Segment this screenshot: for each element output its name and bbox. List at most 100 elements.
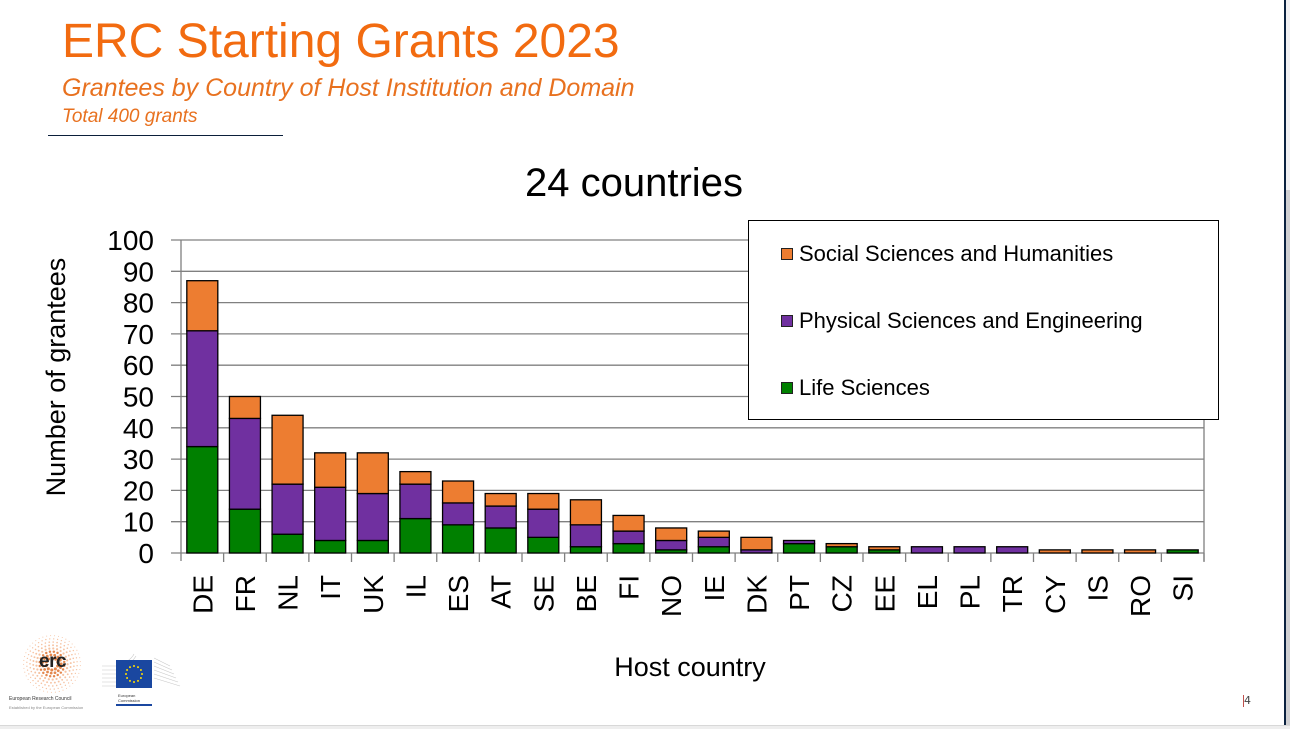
erc-dot xyxy=(71,643,73,645)
x-tick-label: FI xyxy=(614,575,645,600)
bar-segment-physical-sciences-and-engineering-fr xyxy=(228,417,262,510)
erc-dot xyxy=(36,674,39,677)
erc-dot xyxy=(50,681,52,684)
erc-dot xyxy=(59,646,62,649)
erc-dot xyxy=(68,669,71,672)
erc-dot xyxy=(41,664,45,668)
bar-segment-physical-sciences-and-engineering-be xyxy=(569,524,603,548)
bar-segment-life-sciences-at xyxy=(484,527,517,554)
erc-dot xyxy=(35,652,38,655)
bar-segment-social-sciences-and-humanities-cy xyxy=(1038,549,1071,554)
erc-dot xyxy=(46,691,48,693)
erc-dot xyxy=(43,657,46,661)
scrollbar-thumb[interactable] xyxy=(1286,190,1290,725)
erc-dot xyxy=(71,653,73,656)
legend-label-physical: Physical Sciences and Engineering xyxy=(799,308,1143,333)
erc-dot xyxy=(53,638,55,640)
x-tick-label: CY xyxy=(1040,575,1071,614)
bar-segment-physical-sciences-and-engineering-es xyxy=(441,502,475,526)
erc-dot xyxy=(79,668,81,671)
legend-swatch-life xyxy=(781,382,793,394)
erc-dot xyxy=(50,656,54,660)
erc-dot xyxy=(29,666,32,669)
erc-dot xyxy=(34,648,37,651)
erc-dot xyxy=(34,677,37,680)
erc-dot xyxy=(29,682,32,684)
erc-dot xyxy=(65,651,68,654)
bar-segment-physical-sciences-and-engineering-fi xyxy=(612,530,645,545)
erc-dot xyxy=(23,663,25,665)
erc-dot xyxy=(40,643,43,646)
erc-dot xyxy=(56,673,59,677)
erc-dot xyxy=(72,657,75,660)
erc-dot xyxy=(66,659,69,662)
erc-dot xyxy=(69,650,71,653)
erc-dot xyxy=(61,686,63,688)
x-tick-label: TR xyxy=(997,575,1028,612)
window-bottom-border xyxy=(0,725,1290,729)
erc-dot xyxy=(64,655,67,658)
y-tick-label: 70 xyxy=(123,319,154,350)
x-tick-label: PL xyxy=(955,575,986,609)
page-number-divider xyxy=(1243,695,1244,707)
erc-dot xyxy=(67,643,69,646)
bar-segment-social-sciences-and-humanities-dk xyxy=(740,536,773,551)
erc-dot xyxy=(37,680,39,682)
erc-dot xyxy=(61,637,63,639)
erc-dot xyxy=(60,639,63,642)
y-axis-label: Number of grantees xyxy=(41,258,71,497)
erc-dot xyxy=(56,651,59,655)
bar-segment-social-sciences-and-humanities-no xyxy=(655,527,688,542)
legend-item-physical: Physical Sciences and Engineering xyxy=(781,308,1143,333)
x-tick-label: BE xyxy=(571,575,602,612)
eu-star xyxy=(129,679,131,682)
erc-dot xyxy=(72,669,74,671)
eu-star xyxy=(141,673,143,675)
bar-segment-social-sciences-and-humanities-cz xyxy=(825,542,858,548)
erc-dot xyxy=(32,674,34,676)
erc-dot xyxy=(38,684,40,687)
erc-dot xyxy=(62,689,64,691)
y-tick-label: 0 xyxy=(138,538,154,569)
erc-dot xyxy=(55,644,58,647)
erc-dot xyxy=(42,671,45,675)
erc-dot xyxy=(38,653,41,656)
erc-dot xyxy=(48,675,52,678)
erc-dot xyxy=(56,660,60,664)
erc-dot xyxy=(59,662,63,666)
erc-dot xyxy=(26,665,28,667)
erc-dot xyxy=(70,646,72,649)
erc-dot xyxy=(66,679,68,681)
erc-dot xyxy=(27,648,29,650)
erc-dot xyxy=(50,635,52,637)
erc-dot xyxy=(63,644,66,647)
erc-dot xyxy=(29,650,32,652)
erc-dot xyxy=(41,660,45,664)
erc-dot xyxy=(29,659,32,661)
chart-title: 24 countries xyxy=(525,161,743,205)
erc-dot xyxy=(72,676,75,678)
bar-segment-social-sciences-and-humanities-se xyxy=(527,492,560,510)
erc-dot xyxy=(45,687,48,690)
erc-dot xyxy=(27,678,29,680)
erc-dot xyxy=(66,663,69,666)
x-tick-label: IL xyxy=(400,575,431,598)
erc-dot xyxy=(49,653,53,657)
bar-segment-social-sciences-and-humanities-uk xyxy=(356,452,389,495)
erc-dot xyxy=(38,660,41,664)
bar-segment-life-sciences-fr xyxy=(228,508,262,554)
erc-dot xyxy=(47,678,50,681)
erc-dot xyxy=(51,685,54,687)
y-tick-label: 20 xyxy=(123,475,154,506)
bar-segment-physical-sciences-and-engineering-se xyxy=(527,508,560,538)
bar-segment-social-sciences-and-humanities-fr xyxy=(228,395,262,420)
x-tick-label: DE xyxy=(187,575,218,614)
erc-name: European Research Council xyxy=(9,696,72,702)
erc-dot xyxy=(69,685,71,687)
bar-segment-social-sciences-and-humanities-il xyxy=(399,470,432,485)
x-tick-label: SE xyxy=(528,575,559,612)
erc-dot xyxy=(78,672,80,674)
erc-dot xyxy=(68,640,70,642)
legend-item-social: Social Sciences and Humanities xyxy=(781,241,1113,266)
